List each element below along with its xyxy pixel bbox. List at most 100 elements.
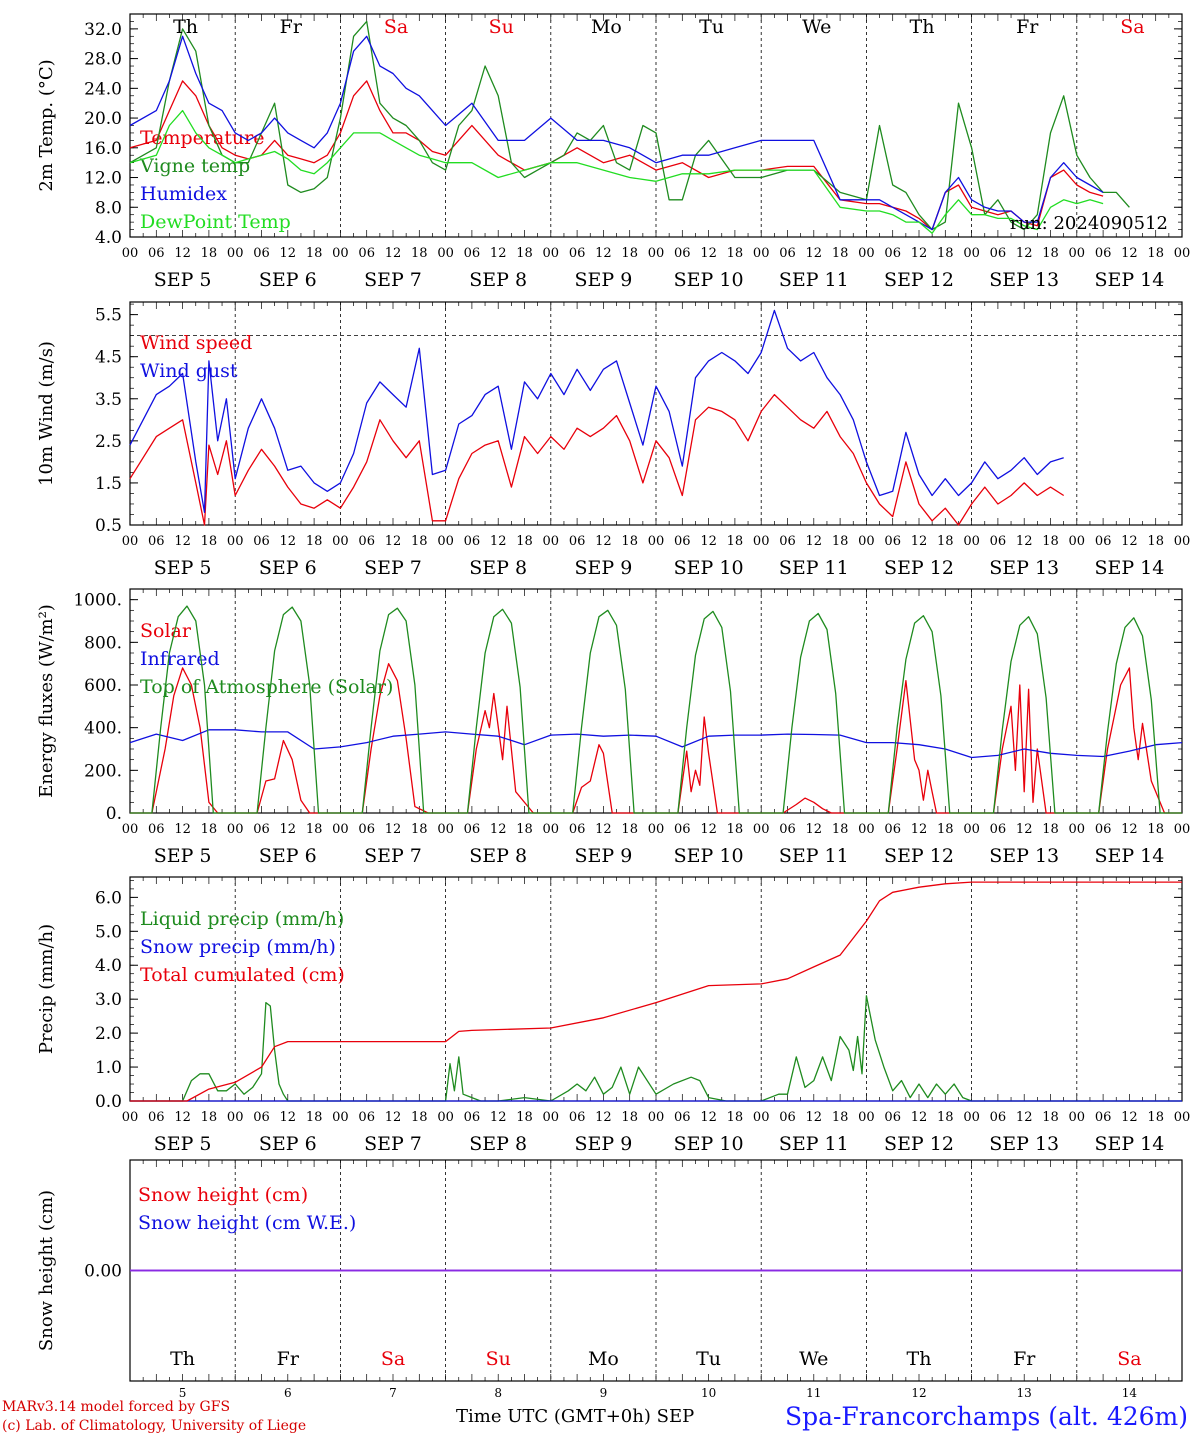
plot-frame [129,13,1183,238]
hour-tick-label: 12 [490,246,507,261]
hour-tick-label: 00 [858,822,875,837]
date-label: SEP 12 [884,557,954,579]
date-label: SEP 14 [1094,269,1164,291]
hour-tick-label: 12 [280,822,297,837]
hour-tick-label: 00 [332,822,349,837]
hour-tick-label: 06 [569,246,586,261]
date-label: SEP 8 [469,1133,527,1155]
y-axis-label: Energy fluxes (W/m²) [36,604,57,798]
hour-tick-label: 18 [1042,246,1059,261]
hour-tick-label: 06 [674,246,691,261]
hour-tick-label: 00 [227,246,244,261]
hour-tick-label: 18 [937,246,954,261]
hour-tick-label: 00 [648,1110,665,1125]
hour-tick-label: 00 [332,1110,349,1125]
day-number-label: 5 [179,1386,187,1400]
hour-tick-label: 06 [674,1110,691,1125]
weekday-label: We [799,1348,828,1370]
y-tick-label: 4.0 [95,956,122,976]
legend-entry: Snow precip (mm/h) [140,936,336,958]
hour-tick-label: 06 [358,246,375,261]
hour-tick-label: 12 [595,246,612,261]
hour-tick-label: 18 [727,1110,744,1125]
model-credit: MARv3.14 model forced by GFS [2,1399,231,1415]
hour-tick-label: 12 [1016,246,1033,261]
series-line [130,995,1182,1102]
hour-tick-label: 18 [832,534,849,549]
lab-credit: (c) Lab. of Climatology, University of L… [2,1418,307,1434]
y-tick-label: 800. [84,633,122,653]
hour-tick-label: 00 [753,822,770,837]
hour-tick-label: 18 [516,246,533,261]
hour-tick-label: 06 [253,534,270,549]
hour-tick-label: 00 [543,822,560,837]
hour-tick-label: 18 [937,822,954,837]
hour-tick-label: 12 [280,534,297,549]
hour-tick-label: 18 [201,246,218,261]
hour-tick-label: 12 [595,822,612,837]
hour-tick-label: 18 [1042,1110,1059,1125]
y-tick-label: 2.0 [95,1024,122,1044]
day-number-label: 13 [1017,1386,1032,1400]
hour-tick-label: 18 [832,1110,849,1125]
hour-tick-label: 00 [332,246,349,261]
hour-tick-label: 00 [963,822,980,837]
hour-tick-label: 00 [227,822,244,837]
hour-tick-label: 12 [806,822,823,837]
hour-tick-label: 18 [306,1110,323,1125]
hour-tick-label: 18 [516,534,533,549]
hour-tick-label: 12 [1121,246,1138,261]
date-label: SEP 7 [364,1133,422,1155]
day-number-label: 11 [806,1386,821,1400]
y-tick-label: 5.5 [95,306,122,326]
date-label: SEP 7 [364,269,422,291]
hour-tick-label: 06 [148,1110,165,1125]
hour-tick-label: 00 [1174,1110,1191,1125]
date-label: SEP 10 [674,845,744,867]
hour-tick-label: 06 [990,1110,1007,1125]
hour-tick-label: 00 [963,246,980,261]
date-label: SEP 11 [779,1133,849,1155]
panel-2: 0.5 1.5 2.5 3.5 4.5 5.5 10m Wind (m/s) Wind spe… [36,301,1190,579]
date-label: SEP 8 [469,557,527,579]
hour-tick-label: 18 [1042,822,1059,837]
weekday-label: Mo [591,16,622,38]
hour-tick-label: 12 [700,1110,717,1125]
y-tick-label: 0. [106,804,122,824]
date-label: SEP 13 [989,269,1059,291]
hour-tick-label: 18 [306,246,323,261]
y-tick-label: 400. [84,719,122,739]
hour-tick-label: 12 [806,1110,823,1125]
hour-tick-label: 00 [1069,534,1086,549]
series-line [129,20,1130,231]
hour-tick-label: 18 [1042,534,1059,549]
station-name: Spa-Francorchamps (alt. 426m) [784,1402,1188,1431]
panel-4: 0.0 1.0 2.0 3.0 4.0 5.0 6.0 Precip (mm/h) Liquid… [36,876,1191,1155]
hour-tick-label: 18 [411,1110,428,1125]
day-number-label: 8 [494,1386,502,1400]
hour-tick-label: 18 [306,822,323,837]
y-tick-label: 600. [84,676,122,696]
date-label: SEP 6 [259,1133,317,1155]
date-label: SEP 8 [469,845,527,867]
hour-tick-label: 00 [648,822,665,837]
date-label: SEP 11 [779,557,849,579]
hour-tick-label: 18 [201,822,218,837]
date-label: SEP 5 [154,845,212,867]
weekday-label: Tu [699,16,724,38]
y-tick-label: 3.0 [95,990,122,1010]
legend-entry: Infrared [140,648,220,670]
hour-tick-label: 00 [437,822,454,837]
hour-tick-label: 00 [1069,1110,1086,1125]
hour-tick-label: 00 [963,1110,980,1125]
y-tick-label: 20.0 [84,109,122,129]
y-axis-label: Precip (mm/h) [36,924,57,1054]
date-label: SEP 14 [1094,845,1164,867]
hour-tick-label: 12 [595,534,612,549]
hour-tick-label: 12 [174,246,191,261]
y-tick-label: 12.0 [84,169,122,189]
hour-tick-label: 18 [411,534,428,549]
hour-tick-label: 12 [911,534,928,549]
weekday-label: Su [489,16,514,38]
day-number-label: 14 [1122,1386,1138,1400]
